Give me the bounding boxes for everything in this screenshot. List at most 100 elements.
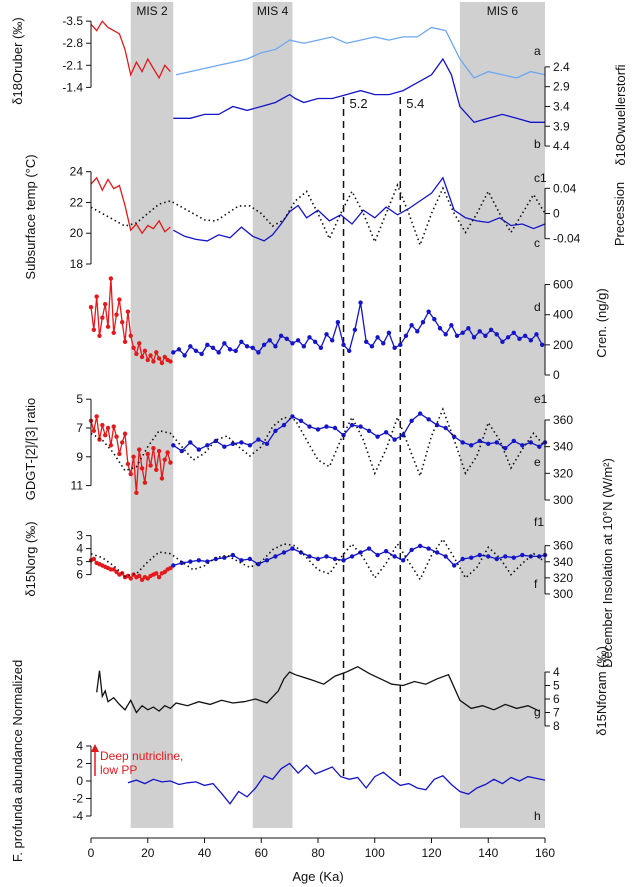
d-blue-point: [210, 345, 216, 351]
e-red-point: [105, 425, 111, 431]
f-blue-point: [171, 563, 176, 568]
f-blue-point: [332, 556, 338, 562]
e-blue-point: [332, 425, 338, 431]
e-blue-point: [443, 425, 448, 431]
d-blue-point: [278, 333, 284, 338]
f-blue-point: [188, 559, 193, 564]
arrow-head: [91, 744, 99, 752]
e-blue-point: [196, 447, 202, 452]
arrow-note: Deep nutricline,: [100, 749, 183, 763]
b-y-tick-label: 2.9: [553, 80, 570, 94]
d-blue-point: [358, 300, 363, 305]
d-red-point: [148, 353, 153, 358]
b-axis-label: δ18Owuellerstorfi: [613, 64, 628, 165]
panel-letter: f1: [534, 515, 544, 529]
x-tick-label: 80: [311, 846, 325, 860]
c-y-tick-label: 22: [70, 195, 84, 209]
d-blue-point: [409, 323, 414, 328]
mis-band: [459, 2, 545, 828]
c1-axis-label: Precession: [612, 182, 627, 246]
e-blue-point: [375, 434, 380, 439]
e-red-point: [100, 422, 105, 428]
e-blue-point: [230, 441, 236, 447]
e1-insolation-line: [90, 407, 546, 479]
e-blue-point: [315, 427, 321, 432]
e-blue-point: [409, 418, 414, 423]
f-red-point: [139, 577, 145, 582]
d-blue-point: [386, 330, 392, 335]
a-y-tick-label: -3.5: [62, 14, 83, 28]
d-blue-point: [398, 342, 403, 348]
d-red-point: [97, 333, 102, 338]
d-blue-point: [227, 347, 233, 352]
x-tick-label: 140: [478, 846, 498, 860]
d-blue-point: [466, 326, 471, 331]
e-blue-point: [469, 443, 474, 448]
d-red-point: [122, 339, 128, 345]
d-blue-point: [460, 330, 465, 335]
f-blue-point: [417, 543, 423, 549]
f-red-point: [128, 576, 133, 581]
c-red-line: [90, 176, 171, 235]
x-tick-label: 60: [255, 846, 269, 860]
panel-letter: a: [534, 44, 541, 58]
f-blue-point: [392, 554, 397, 559]
d-blue-point: [341, 342, 346, 348]
d-blue-point: [176, 347, 182, 352]
d-blue-point: [500, 339, 505, 345]
d-blue-point: [273, 344, 278, 349]
x-tick-label: 0: [88, 846, 95, 860]
f-y-tick-label: 4: [76, 542, 83, 556]
e-red-point: [102, 433, 108, 438]
e-y-tick-label: 11: [71, 479, 84, 493]
a-red-line: [90, 20, 171, 80]
f-blue-point: [324, 554, 329, 559]
d-blue-point: [443, 332, 448, 337]
panel-letter: f: [534, 577, 538, 591]
e-blue-point: [290, 414, 295, 419]
f-red-point: [162, 569, 167, 575]
d-blue-point: [199, 351, 204, 357]
e-blue-point: [256, 437, 261, 442]
h-y-tick-label: 0: [76, 774, 83, 788]
e-y-tick-label: 7: [76, 421, 83, 435]
x-axis-label: Age (Ka): [292, 869, 343, 884]
e-red-point: [122, 431, 128, 436]
a-axis-label: δ18Oruber (‰): [10, 17, 25, 104]
e-blue-point: [179, 448, 184, 454]
d-blue-point: [381, 341, 386, 346]
panel-letter: c: [534, 236, 540, 250]
f-red-point: [154, 571, 159, 576]
f-blue-point: [443, 554, 448, 559]
d-blue-point: [415, 329, 420, 334]
e1-y-tick-label: 360: [553, 413, 573, 427]
e-red-point: [117, 451, 122, 457]
e-red-point: [108, 443, 114, 448]
d-red-point: [108, 276, 114, 281]
panel-letter: c1: [534, 171, 547, 185]
d-blue-point: [432, 317, 437, 322]
f-blue-point: [349, 554, 355, 559]
e-blue-point: [426, 417, 431, 422]
d-blue-point: [295, 338, 301, 343]
f-blue-point: [426, 546, 431, 551]
b-y-tick-label: 2.4: [553, 60, 570, 74]
d-blue-point: [256, 350, 261, 355]
e-red-point: [94, 414, 99, 419]
mis-bands: [130, 2, 545, 828]
d-blue-point: [261, 342, 267, 348]
d-blue-point: [244, 344, 250, 349]
e-blue-point: [520, 443, 525, 448]
e-red-point: [156, 448, 162, 454]
d-blue-point: [477, 329, 482, 334]
x-tick-label: 100: [365, 846, 385, 860]
d-blue-point: [301, 344, 307, 349]
d-red-point: [91, 327, 97, 332]
e-blue-point: [452, 434, 457, 439]
e-y-tick-label: 5: [76, 392, 83, 406]
g-y-tick-label: 7: [553, 705, 560, 719]
d-blue-point: [517, 336, 522, 342]
d-blue-point: [233, 348, 238, 354]
d-blue-point: [449, 323, 454, 328]
e-blue-point: [383, 430, 389, 435]
